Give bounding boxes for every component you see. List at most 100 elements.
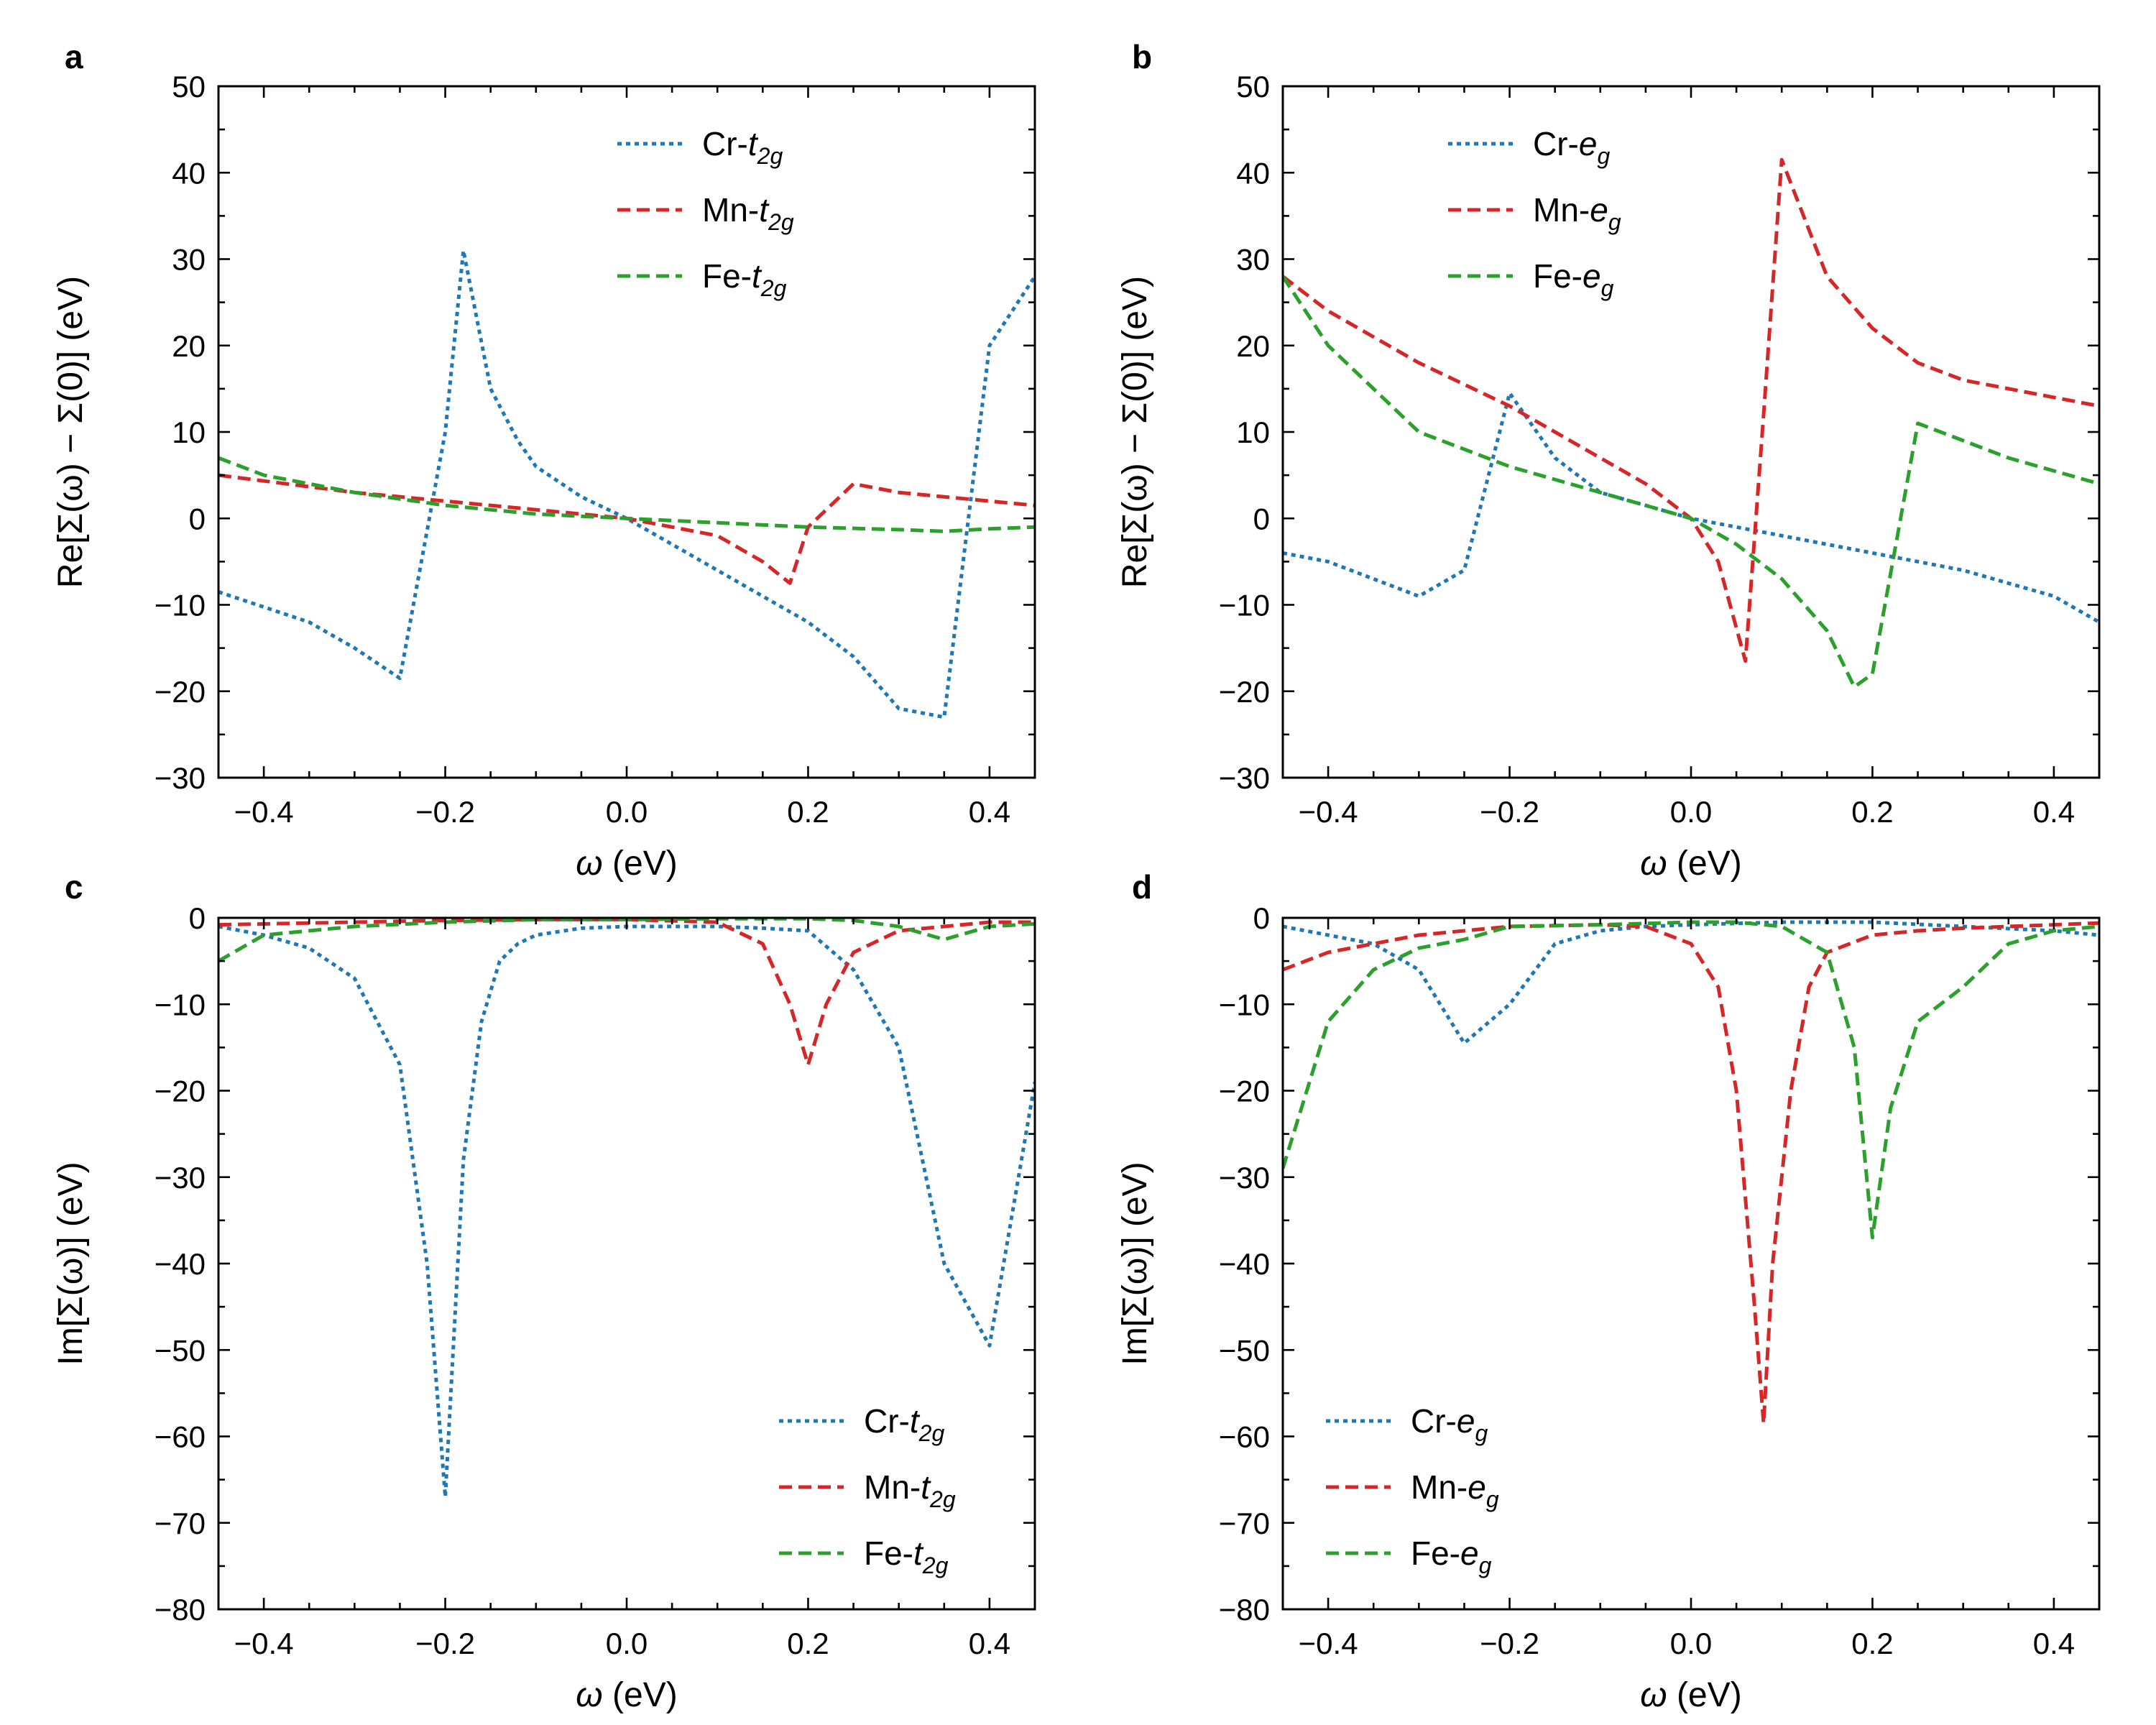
series-line-Cr-eg bbox=[1283, 920, 2099, 1045]
series-line-Fe-eg bbox=[1283, 920, 2099, 1240]
y-tick-label: −40 bbox=[155, 1247, 206, 1281]
y-tick-label: 50 bbox=[1236, 70, 1270, 104]
series-line-Fe-t2g bbox=[218, 918, 1035, 963]
y-tick-label: 10 bbox=[1236, 415, 1270, 449]
axes-frame bbox=[217, 85, 1036, 779]
legend-label-Cr-eg: Cr-eg bbox=[1411, 1402, 1488, 1446]
y-tick-label: −80 bbox=[155, 1593, 206, 1627]
x-tick-label: −0.2 bbox=[415, 795, 475, 829]
y-tick-label: 0 bbox=[189, 502, 206, 535]
x-tick-label: 0.4 bbox=[2033, 1627, 2075, 1660]
y-tick-label: 50 bbox=[172, 70, 206, 104]
y-tick-label: −20 bbox=[155, 1075, 206, 1108]
x-tick-label: −0.2 bbox=[1480, 795, 1539, 829]
x-tick-label: −0.4 bbox=[1299, 1627, 1358, 1660]
y-tick-label: −40 bbox=[1219, 1247, 1270, 1281]
legend-label-Mn-eg: Mn-eg bbox=[1411, 1468, 1499, 1512]
legend: Cr-t2g Mn-t2g Fe-t2g bbox=[779, 1402, 956, 1578]
x-tick-label: −0.4 bbox=[1299, 795, 1358, 829]
x-axis-label: ω (eV) bbox=[1640, 845, 1741, 883]
x-tick-label: −0.4 bbox=[234, 1627, 294, 1660]
x-tick-label: 0.4 bbox=[969, 795, 1010, 829]
y-tick-label: −30 bbox=[155, 761, 206, 795]
legend: Cr-t2g Mn-t2g Fe-t2g bbox=[617, 125, 794, 301]
x-tick-label: −0.2 bbox=[415, 1627, 475, 1660]
y-axis-label: Im[Σ(ω)] (eV) bbox=[52, 1162, 90, 1365]
series-line-Fe-t2g bbox=[218, 456, 1035, 533]
x-axis-label: ω (eV) bbox=[1640, 1676, 1741, 1714]
legend-label-Fe-t2g: Fe-t2g bbox=[864, 1535, 949, 1578]
legend-label-Fe-eg: Fe-eg bbox=[1411, 1535, 1492, 1578]
x-tick-label: 0.2 bbox=[787, 1627, 829, 1660]
y-tick-label: −10 bbox=[1219, 589, 1270, 622]
y-tick-label: 30 bbox=[172, 243, 206, 277]
y-tick-label: −50 bbox=[155, 1333, 206, 1367]
x-tick-label: 0.0 bbox=[1670, 1627, 1712, 1660]
series-group bbox=[218, 249, 1035, 719]
x-tick-label: 0.0 bbox=[1670, 795, 1712, 829]
y-tick-label: 40 bbox=[172, 156, 206, 190]
panel-c: c −0.4 −0.2 0.0 0.2 0.4 −80 −70 −60 −50 −40 −30 −20 −… bbox=[52, 868, 1036, 1714]
y-tick-label: −10 bbox=[155, 988, 206, 1021]
x-tick-label: 0.4 bbox=[2033, 795, 2075, 829]
panel-d: d −0.4 −0.2 0.0 0.2 0.4 −80 −70 −60 −50 −40 −30 −20 −… bbox=[1116, 868, 2101, 1714]
series-group bbox=[1283, 157, 2099, 689]
legend-label-Fe-t2g: Fe-t2g bbox=[702, 257, 787, 301]
y-tick-label: 0 bbox=[1253, 502, 1270, 535]
series-group bbox=[1283, 920, 2099, 1425]
y-axis-label: Im[Σ(ω)] (eV) bbox=[1116, 1162, 1154, 1365]
series-line-Mn-t2g bbox=[218, 473, 1035, 585]
y-tick-label: −20 bbox=[1219, 675, 1270, 709]
y-tick-label: 20 bbox=[172, 329, 206, 363]
x-tick-label: 0.4 bbox=[969, 1627, 1010, 1660]
panel-letter-d: d bbox=[1132, 868, 1152, 906]
axes-frame bbox=[1281, 85, 2101, 779]
series-line-Mn-eg bbox=[1283, 157, 2099, 663]
y-tick-label: −30 bbox=[1219, 761, 1270, 795]
y-tick-label: 40 bbox=[1236, 156, 1270, 190]
y-tick-label: −30 bbox=[155, 1161, 206, 1195]
legend-label-Mn-t2g: Mn-t2g bbox=[864, 1468, 956, 1512]
y-tick-label: 10 bbox=[172, 415, 206, 449]
panel-a: a −0.4 −0.2 0.0 0.2 0.4 −30 −20 −10 0 10 20 30 40 50 ω … bbox=[52, 38, 1036, 883]
y-tick-label: 20 bbox=[1236, 329, 1270, 363]
panel-b: b −0.4 −0.2 0.0 0.2 0.4 −30 −20 −10 0 10 20 30 40 50 ω … bbox=[1116, 38, 2101, 883]
axes-frame bbox=[1281, 916, 2101, 1611]
series-group bbox=[218, 918, 1035, 1499]
legend-label-Mn-eg: Mn-eg bbox=[1533, 191, 1621, 235]
y-tick-label: −80 bbox=[1219, 1593, 1270, 1627]
y-tick-label: 0 bbox=[1253, 901, 1270, 935]
x-tick-label: −0.2 bbox=[1480, 1627, 1539, 1660]
legend-label-Cr-t2g: Cr-t2g bbox=[864, 1402, 944, 1446]
legend: Cr-eg Mn-eg Fe-eg bbox=[1326, 1402, 1499, 1578]
y-tick-label: −50 bbox=[1219, 1333, 1270, 1367]
legend-label-Mn-t2g: Mn-t2g bbox=[702, 191, 794, 235]
y-tick-label: −70 bbox=[155, 1506, 206, 1540]
x-tick-label: −0.4 bbox=[234, 795, 294, 829]
panel-letter-c: c bbox=[65, 868, 83, 906]
series-line-Mn-eg bbox=[1283, 921, 2099, 1425]
x-axis-label: ω (eV) bbox=[576, 845, 677, 883]
panel-letter-a: a bbox=[65, 38, 83, 75]
panel-letter-b: b bbox=[1132, 38, 1152, 75]
y-tick-label: −10 bbox=[1219, 988, 1270, 1021]
y-tick-label: −20 bbox=[155, 675, 206, 709]
y-tick-label: 0 bbox=[189, 901, 206, 935]
x-tick-label: 0.2 bbox=[1851, 795, 1893, 829]
series-line-Cr-eg bbox=[1283, 391, 2099, 624]
x-axis-label: ω (eV) bbox=[576, 1676, 677, 1714]
x-tick-label: 0.2 bbox=[1851, 1627, 1893, 1660]
legend-label-Cr-eg: Cr-eg bbox=[1533, 125, 1610, 169]
y-tick-label: −10 bbox=[155, 589, 206, 622]
x-tick-label: 0.0 bbox=[606, 795, 648, 829]
series-line-Fe-eg bbox=[1283, 275, 2099, 689]
y-axis-label: Re[Σ(ω) − Σ(0)] (eV) bbox=[1116, 276, 1154, 588]
y-tick-label: −70 bbox=[1219, 1506, 1270, 1540]
y-tick-label: 30 bbox=[1236, 243, 1270, 277]
series-line-Cr-t2g bbox=[218, 249, 1035, 719]
y-tick-label: −60 bbox=[1219, 1420, 1270, 1454]
legend: Cr-eg Mn-eg Fe-eg bbox=[1448, 125, 1621, 301]
legend-label-Fe-eg: Fe-eg bbox=[1533, 257, 1614, 301]
series-line-Mn-t2g bbox=[218, 918, 1035, 1067]
